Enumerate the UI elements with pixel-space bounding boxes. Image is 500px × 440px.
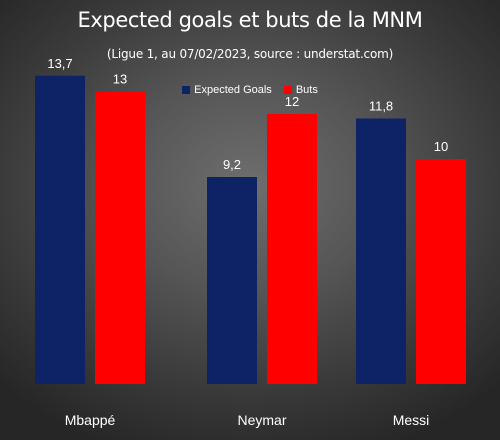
bar-expected-goals-mbappe — [35, 75, 85, 384]
chart-title: Expected goals et buts de la MNM — [77, 8, 423, 32]
data-label-expected-goals-messi: 11,8 — [369, 99, 393, 114]
data-label-expected-goals-neymar: 9,2 — [223, 157, 241, 172]
category-label-mbappe: Mbappé — [65, 412, 116, 428]
bar-buts-messi — [416, 159, 466, 384]
category-label-neymar: Neymar — [237, 412, 286, 428]
bar-expected-goals-neymar — [207, 177, 257, 384]
category-label-messi: Messi — [393, 412, 430, 428]
legend-label-buts: Buts — [295, 84, 318, 96]
bar-buts-mbappe — [95, 91, 145, 384]
legend-swatch-buts — [283, 86, 292, 94]
data-label-buts-neymar: 12 — [285, 94, 299, 109]
legend-item-expected-goals: Expected Goals — [182, 84, 272, 96]
data-label-buts-messi: 10 — [434, 139, 448, 154]
bar-expected-goals-messi — [356, 118, 406, 384]
chart-subtitle: (Ligue 1, au 07/02/2023, source : unders… — [106, 47, 394, 61]
legend-label-expected-goals: Expected Goals — [194, 84, 272, 96]
legend-swatch-expected-goals — [182, 86, 191, 94]
legend: Expected Goals Buts — [0, 84, 500, 96]
data-label-buts-mbappe: 13 — [113, 72, 127, 87]
bar-buts-neymar — [267, 114, 317, 384]
data-label-expected-goals-mbappe: 13,7 — [47, 56, 72, 71]
legend-item-buts: Buts — [283, 84, 318, 96]
